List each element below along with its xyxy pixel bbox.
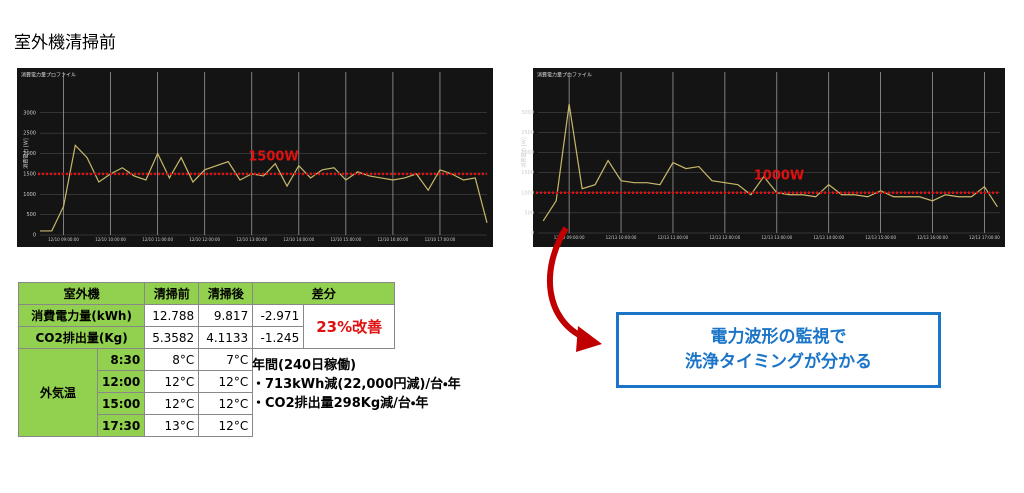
cell: 7°C	[198, 348, 254, 371]
y-tick-label: 0	[531, 231, 534, 237]
cell: 12°C	[144, 392, 200, 415]
data-line	[542, 104, 998, 222]
callout-line: 洗浄タイミングが分かる	[685, 352, 872, 372]
cell: 5.3582	[144, 326, 200, 349]
y-tick-label: 500	[524, 210, 534, 216]
y-axis-label: 消費電力 [W]	[23, 138, 30, 168]
x-tick-label: 12/10 13:00:00	[236, 237, 267, 242]
y-tick-label: 2000	[23, 151, 36, 157]
x-tick-label: 12/10 16:00:00	[378, 237, 409, 242]
comparison-table: 室外機 清掃前 清掃後 差分 消費電力量(kWh) 12.788 9.817 -…	[17, 282, 396, 437]
x-tick-label: 12/10 14:00:00	[283, 237, 314, 242]
chart-title: 消費電力量プロファイル	[21, 72, 76, 79]
y-tick-label: 3000	[23, 110, 36, 116]
time: 15:00	[96, 392, 146, 415]
x-tick-label: 12/13 09:00:00	[554, 235, 585, 240]
arrow	[546, 226, 587, 341]
callout: 電力波形の監視で 洗浄タイミングが分かる	[616, 312, 941, 388]
chart-panel	[17, 68, 493, 247]
cell: 12°C	[144, 370, 200, 393]
x-tick-label: 12/10 10:00:00	[95, 237, 126, 242]
x-tick-label: 12/10 09:00:00	[48, 237, 79, 242]
cell: 9.817	[198, 304, 254, 327]
y-tick-label: 0	[33, 233, 36, 239]
y-tick-label: 1000	[23, 192, 36, 198]
y-tick-label: 1000	[521, 190, 534, 196]
y-tick-label: 2000	[521, 150, 534, 156]
x-tick-label: 12/10 17:00:00	[425, 237, 456, 242]
reference-label: 1500W	[248, 149, 299, 164]
x-tick-label: 12/13 13:00:00	[761, 235, 792, 240]
chart-title: 消費電力量プロファイル	[537, 72, 592, 79]
cell: 12°C	[198, 392, 254, 415]
data-line	[40, 144, 488, 232]
note: ・713kWh減(22,000円減)/台・年	[252, 377, 461, 392]
x-tick-label: 12/13 10:00:00	[606, 235, 637, 240]
y-axis-label: 消費電力 [W]	[521, 137, 528, 167]
cell: 4.1133	[198, 326, 254, 349]
cell: 12°C	[198, 414, 254, 437]
notes: 年間(240日稼働) ・713kWh減(22,000円減)/台・年 ・CO2排出…	[252, 356, 461, 413]
y-tick-label: 2500	[521, 130, 534, 136]
cell: 13°C	[144, 414, 200, 437]
time: 8:30	[96, 348, 146, 371]
note: ・CO2排出量298Kg減/台・年	[252, 396, 429, 411]
cell: 8°C	[144, 348, 200, 371]
cell: -1.245	[252, 326, 305, 349]
header-cell: 差分	[252, 282, 396, 305]
y-tick-label: 2500	[23, 131, 36, 137]
improvement: 23%改善	[303, 304, 396, 349]
x-tick-label: 12/10 11:00:00	[142, 237, 173, 242]
cell: 12.788	[144, 304, 200, 327]
y-tick-label: 1500	[521, 170, 534, 176]
page-title: 室外機清掃前	[14, 33, 116, 53]
header-cell: 清掃前	[144, 282, 200, 305]
row-label: CO2排出量(Kg)	[17, 326, 146, 349]
reference-label: 1000W	[754, 168, 805, 183]
y-tick-label: 3000	[521, 110, 534, 116]
cell: 12°C	[198, 370, 254, 393]
x-tick-label: 12/13 14:00:00	[813, 235, 844, 240]
time: 12:00	[96, 370, 146, 393]
time: 17:30	[96, 414, 146, 437]
callout-line: 電力波形の監視で	[710, 327, 847, 347]
x-tick-label: 12/13 15:00:00	[865, 235, 896, 240]
arrow-head	[576, 326, 602, 352]
x-tick-label: 12/10 12:00:00	[189, 237, 220, 242]
row-label: 外気温	[18, 348, 98, 437]
x-tick-label: 12/13 16:00:00	[917, 235, 948, 240]
y-tick-label: 500	[26, 212, 36, 218]
y-tick-label: 1500	[23, 171, 36, 177]
note: 年間(240日稼働)	[252, 358, 357, 373]
x-tick-label: 12/13 12:00:00	[709, 235, 740, 240]
x-tick-label: 12/13 17:00:00	[969, 235, 1000, 240]
header-cell: 清掃後	[198, 282, 254, 305]
row-label: 消費電力量(kWh)	[17, 304, 146, 327]
x-tick-label: 12/13 11:00:00	[658, 235, 689, 240]
cell: -2.971	[252, 304, 305, 327]
header-cell: 室外機	[17, 282, 146, 305]
x-tick-label: 12/10 15:00:00	[330, 237, 361, 242]
chart-panel	[533, 68, 1005, 247]
